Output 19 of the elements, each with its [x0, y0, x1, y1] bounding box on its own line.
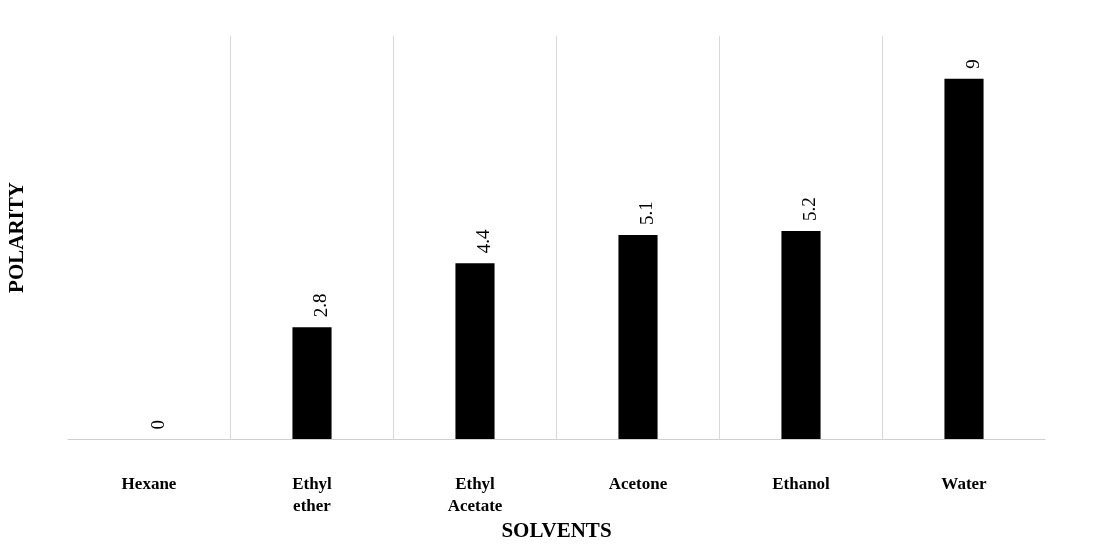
data-label: 0	[146, 420, 168, 430]
data-label: 9	[961, 59, 983, 69]
x-axis-title: SOLVENTS	[501, 518, 612, 543]
bar	[944, 78, 984, 440]
x-tick-label: Ethyl ether	[292, 473, 333, 516]
bar	[781, 231, 821, 440]
x-tick-label: Hexane	[121, 473, 177, 493]
data-label: 4.4	[472, 228, 494, 254]
data-label: 5.1	[635, 201, 657, 226]
x-tick-label: Ethyl Acetate	[447, 473, 503, 516]
bar	[292, 327, 332, 440]
x-tick-label: Water	[941, 473, 988, 493]
y-axis-title: POLARITY	[3, 182, 28, 293]
bar	[455, 263, 495, 440]
bar	[618, 235, 658, 440]
data-label: 2.8	[309, 293, 331, 318]
x-tick-label: Acetone	[608, 473, 668, 493]
x-tick-label: Ethanol	[772, 473, 831, 493]
data-label: 5.2	[798, 197, 820, 222]
